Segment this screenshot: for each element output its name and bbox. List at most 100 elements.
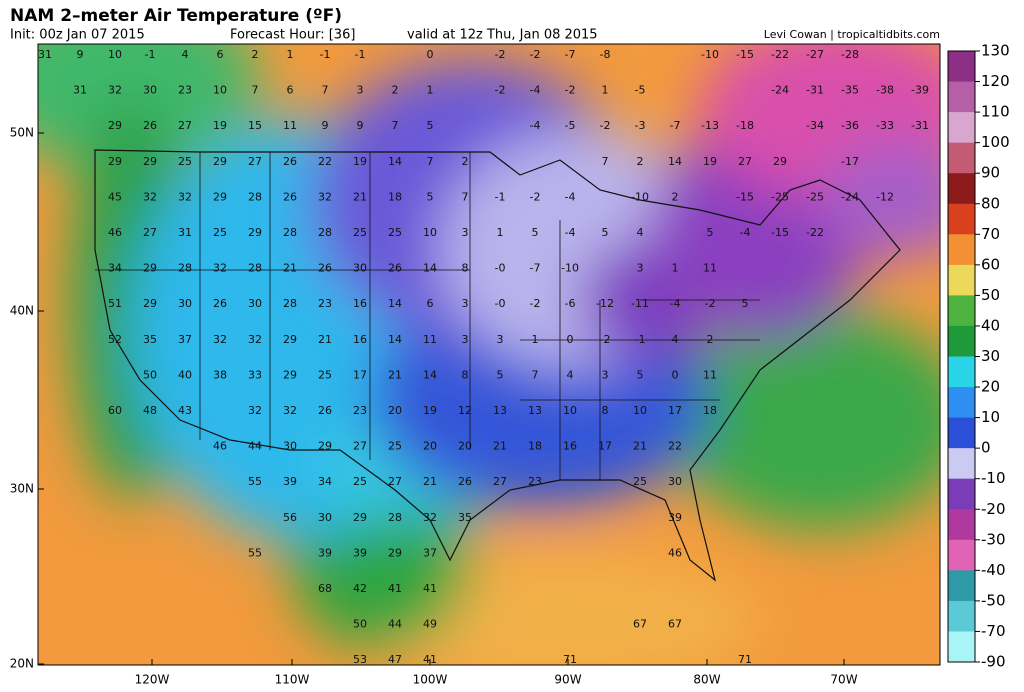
point-value: 21 (633, 440, 647, 453)
point-value: -7 (565, 48, 576, 61)
point-value: 18 (388, 190, 402, 203)
point-value: -3 (635, 119, 646, 132)
point-value: 32 (248, 404, 262, 417)
point-value: 20 (423, 440, 437, 453)
point-value: 28 (283, 226, 297, 239)
point-value: 43 (178, 404, 192, 417)
point-value: 26 (318, 404, 332, 417)
point-value: 56 (283, 511, 297, 524)
point-value: -12 (876, 190, 894, 203)
point-value: 55 (248, 475, 262, 488)
point-value: 17 (668, 404, 682, 417)
point-value: 21 (423, 475, 437, 488)
point-value: 29 (108, 119, 122, 132)
point-value: -15 (736, 48, 754, 61)
point-value: 26 (143, 119, 157, 132)
colorbar-tick-label: 110 (981, 103, 1010, 121)
point-value: 21 (283, 262, 297, 275)
point-value: 5 (707, 226, 714, 239)
point-value: 45 (108, 190, 122, 203)
colorbar-tick-label: 70 (981, 225, 1000, 243)
point-value: 38 (213, 368, 227, 381)
point-value: 26 (283, 155, 297, 168)
point-value: 8 (462, 262, 469, 275)
point-value: 15 (248, 119, 262, 132)
colorbar-segment (948, 478, 975, 510)
point-value: 34 (318, 475, 332, 488)
point-value: -7 (530, 262, 541, 275)
point-value: -17 (841, 155, 859, 168)
colorbar-tick-label: 10 (981, 408, 1000, 426)
point-value: 29 (213, 155, 227, 168)
point-value: 2 (462, 155, 469, 168)
point-value: 37 (423, 546, 437, 559)
point-value: -2 (530, 48, 541, 61)
point-value: 39 (318, 546, 332, 559)
point-value: 1 (427, 84, 434, 97)
point-value: 39 (353, 546, 367, 559)
colorbar-tick-label: -90 (981, 653, 1006, 671)
colorbar-segment (948, 417, 975, 449)
colorbar-segment (948, 234, 975, 266)
point-value: -12 (596, 297, 614, 310)
point-value: 6 (217, 48, 224, 61)
point-value: 71 (563, 653, 577, 666)
point-value: 11 (423, 333, 437, 346)
point-value: -7 (670, 119, 681, 132)
point-value: -4 (565, 226, 576, 239)
point-value: -2 (565, 84, 576, 97)
point-value: 48 (143, 404, 157, 417)
point-value: 30 (668, 475, 682, 488)
colorbar-tick-label: -70 (981, 622, 1006, 640)
colorbar-segment (948, 448, 975, 480)
point-value: 3 (462, 226, 469, 239)
point-value: 25 (353, 475, 367, 488)
point-value: 3 (462, 333, 469, 346)
point-value: 22 (318, 155, 332, 168)
point-value: 23 (528, 475, 542, 488)
point-value: 5 (497, 368, 504, 381)
colorbar-segment (948, 570, 975, 602)
map-frame (37, 43, 941, 666)
point-value: 30 (143, 84, 157, 97)
point-value: 1 (287, 48, 294, 61)
point-value: 21 (388, 368, 402, 381)
point-value: 25 (353, 226, 367, 239)
colorbar-segment (948, 264, 975, 296)
point-value: 46 (108, 226, 122, 239)
point-value: -2 (495, 84, 506, 97)
point-value: 30 (248, 297, 262, 310)
point-value: 42 (353, 582, 367, 595)
point-value: 32 (178, 190, 192, 203)
point-value: 8 (462, 368, 469, 381)
point-value: 21 (318, 333, 332, 346)
point-value: 49 (423, 618, 437, 631)
title: NAM 2–meter Air Temperature (ºF) (10, 6, 342, 26)
point-value: 32 (248, 333, 262, 346)
lat-label: 20N (10, 657, 34, 671)
point-value: 32 (213, 333, 227, 346)
colorbar-segment (948, 112, 975, 144)
point-value: 55 (248, 546, 262, 559)
point-value: -4 (565, 190, 576, 203)
point-value: 29 (143, 262, 157, 275)
colorbar-tick-label: 90 (981, 164, 1000, 182)
point-value: 29 (283, 368, 297, 381)
us-outline (94, 149, 901, 582)
point-value: 3 (602, 368, 609, 381)
colorbar-tick-label: -50 (981, 591, 1006, 609)
point-value: -1 (355, 48, 366, 61)
point-value: -2 (600, 333, 611, 346)
point-value: 9 (322, 119, 329, 132)
point-value: -24 (841, 190, 859, 203)
colorbar-segment (948, 387, 975, 419)
point-value: 0 (567, 333, 574, 346)
point-value: -2 (495, 48, 506, 61)
colorbar-tick-label: 80 (981, 194, 1000, 212)
lon-label: 90W (554, 673, 581, 687)
point-value: -6 (565, 297, 576, 310)
point-value: 16 (353, 297, 367, 310)
point-value: 5 (602, 226, 609, 239)
colorbar-tick-label: -20 (981, 500, 1006, 518)
